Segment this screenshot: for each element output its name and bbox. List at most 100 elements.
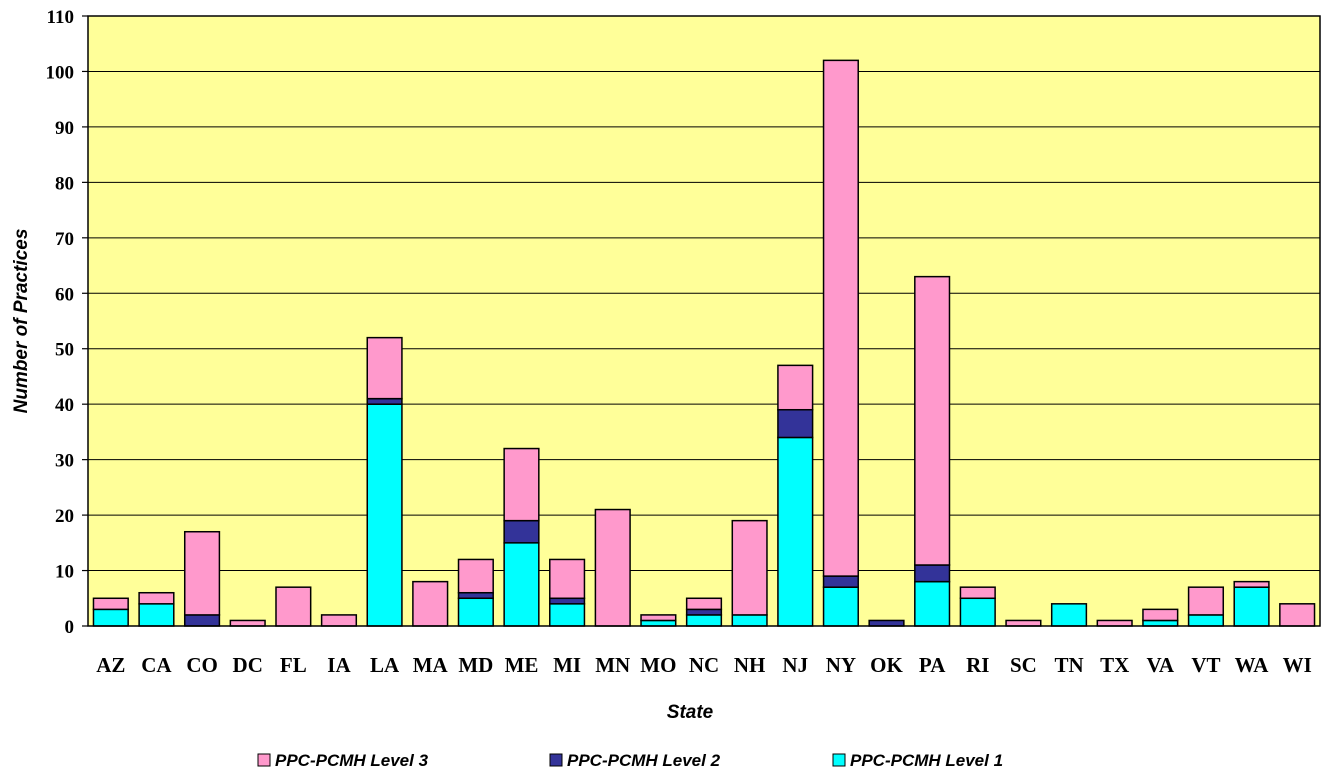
x-tick-label: DC (233, 653, 263, 677)
plot-area (88, 16, 1320, 626)
x-axis-ticks: AZ CA CO DC FL IA LA MA MD ME MI MN MO NC NH NJ NY OK PA RI… (96, 653, 1312, 677)
x-tick-label: NC (689, 653, 719, 677)
x-tick-label: PA (919, 653, 946, 677)
bar-segment (549, 597, 586, 605)
bar-segment (457, 558, 494, 594)
bar-segment (777, 408, 814, 439)
bar-segment (549, 603, 586, 627)
x-tick-label: VT (1191, 653, 1220, 677)
bar-segment (503, 542, 540, 627)
bar-segment (366, 336, 403, 400)
bar-segment (914, 275, 951, 566)
y-tick-label: 80 (55, 173, 74, 194)
x-tick-label: ME (505, 653, 539, 677)
x-axis-title: State (667, 702, 714, 723)
bar-segment (320, 614, 358, 627)
x-tick-label: NH (734, 653, 766, 677)
bar-segment (183, 614, 221, 627)
bar-segment (640, 619, 677, 627)
x-tick-label: OK (870, 653, 903, 677)
bar-segment (914, 580, 951, 627)
x-tick-label: NJ (782, 653, 808, 677)
x-tick-label: TX (1100, 653, 1129, 677)
bar-segment (503, 519, 540, 544)
legend: PPC-PCMH Level 3 PPC-PCMH Level 2 PPC-PCMH… (257, 751, 1003, 770)
bar-segment (822, 586, 859, 627)
bar-segment (366, 403, 403, 627)
y-tick-label: 30 (55, 451, 74, 472)
y-tick-label: 110 (47, 7, 74, 28)
bars (92, 59, 1316, 627)
bar-segment (183, 530, 221, 616)
y-tick-label: 70 (55, 229, 74, 250)
bar-segment (412, 580, 449, 627)
bar-segment (1187, 614, 1225, 627)
legend-label: PPC-PCMH Level 1 (850, 751, 1003, 770)
bar-segment (822, 575, 859, 588)
y-tick-label: 40 (55, 395, 74, 416)
x-tick-label: MO (640, 653, 676, 677)
bar-segment (503, 447, 540, 522)
bar-segment (640, 614, 677, 622)
bar-segment (229, 619, 266, 627)
y-tick-label: 90 (55, 118, 74, 139)
bar-segment (275, 586, 312, 627)
x-tick-label: FL (280, 653, 307, 677)
legend-label: PPC-PCMH Level 2 (567, 751, 721, 770)
bar-segment (1005, 619, 1042, 627)
x-tick-label: NY (826, 653, 856, 677)
x-tick-label: WI (1283, 653, 1312, 677)
bar-segment (822, 59, 859, 577)
bar-segment (138, 603, 175, 627)
bar-segment (92, 608, 129, 627)
bar-segment (1142, 619, 1179, 627)
bar-segment (138, 591, 175, 605)
y-axis-title: Number of Practices (11, 229, 32, 414)
bar-segment (685, 597, 723, 611)
bar-segment (366, 397, 403, 405)
x-tick-label: MN (595, 653, 630, 677)
x-tick-label: IA (327, 653, 351, 677)
bar-segment (685, 608, 723, 616)
bar-segment (959, 597, 996, 627)
bar-segment (914, 564, 951, 583)
bar-segment (1096, 619, 1133, 627)
bar-segment (959, 586, 996, 600)
bar-segment (868, 619, 905, 627)
x-tick-label: VA (1146, 653, 1174, 677)
y-tick-label: 0 (65, 617, 75, 638)
legend-swatch (832, 753, 846, 767)
legend-label: PPC-PCMH Level 3 (275, 751, 429, 770)
bar-segment (1279, 603, 1316, 627)
y-tick-label: 100 (46, 62, 75, 83)
plot-frame (87, 15, 1321, 627)
bar-segment (1187, 586, 1225, 616)
bar-segment (777, 436, 814, 627)
bar-segment (731, 519, 768, 616)
bar-segment (1050, 603, 1088, 627)
x-tick-label: RI (966, 653, 989, 677)
bar-segment (777, 364, 814, 411)
y-tick-label: 60 (55, 284, 74, 305)
x-tick-label: MD (458, 653, 493, 677)
x-tick-label: AZ (96, 653, 125, 677)
x-tick-label: TN (1054, 653, 1083, 677)
bar-segment (1233, 586, 1270, 627)
x-tick-label: MA (413, 653, 449, 677)
y-tick-label: 20 (55, 506, 74, 527)
bar-segment (457, 597, 494, 627)
bar-segment (92, 597, 129, 611)
bar-segment (731, 614, 768, 627)
y-axis-ticks: 0 10 20 30 40 50 60 70 80 90 100 110 (46, 7, 88, 638)
x-tick-label: CA (141, 653, 172, 677)
x-tick-label: SC (1010, 653, 1037, 677)
y-tick-label: 10 (55, 562, 74, 583)
x-tick-label: MI (553, 653, 581, 677)
y-tick-label: 50 (55, 340, 74, 361)
bar-segment (1142, 608, 1179, 622)
bar-segment (549, 558, 586, 600)
bar-segment (594, 508, 631, 627)
bar-segment (1233, 580, 1270, 588)
